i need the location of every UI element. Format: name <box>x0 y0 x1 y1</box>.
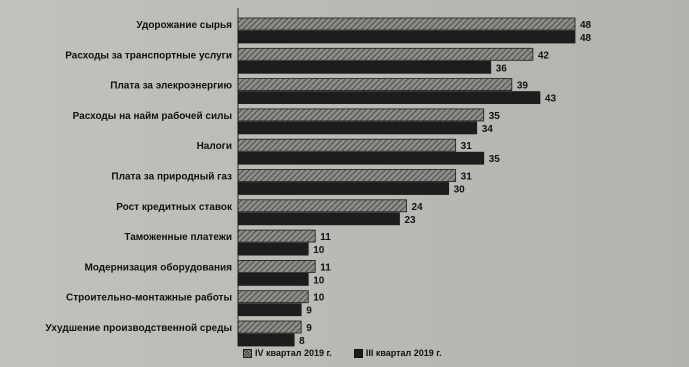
bar-iii-quarter <box>237 182 450 195</box>
legend-label-iii: III квартал 2019 г. <box>365 348 442 358</box>
category-label: Удорожание сырья <box>136 20 232 31</box>
category-label: Рост кредитных ставок <box>116 202 233 213</box>
bar-value-label: 48 <box>580 20 592 31</box>
legend-swatch-iii <box>353 348 363 358</box>
bar-iv-quarter <box>237 229 316 243</box>
chart-legend: IV квартал 2019 г. III квартал 2019 г. <box>243 348 442 358</box>
bar-value-label: 48 <box>580 33 592 44</box>
category-label: Налоги <box>197 141 232 152</box>
bar-value-label: 31 <box>461 141 473 152</box>
bar-value-label: 8 <box>299 336 305 347</box>
legend-label-iv: IV квартал 2019 г. <box>255 348 332 358</box>
bar-value-label: 43 <box>545 94 557 105</box>
bar-value-label: 24 <box>412 202 424 213</box>
bar-value-label: 42 <box>538 50 550 61</box>
bar-iv-quarter <box>237 290 309 304</box>
bar-value-label: 34 <box>482 124 494 135</box>
bar-iii-quarter <box>237 121 478 135</box>
category-label: Модернизация оборудования <box>84 261 232 273</box>
category-label: Ухудшение производственной среды <box>45 323 232 334</box>
category-label: Строительно-монтажные работы <box>66 292 232 304</box>
bar-value-label: 35 <box>489 154 501 165</box>
bar-value-label: 23 <box>404 215 416 226</box>
bar-value-label: 11 <box>320 232 331 243</box>
bar-value-label: 10 <box>313 293 325 304</box>
category-label: Плата за природный газ <box>111 172 232 183</box>
category-label: Плата за элекроэнергию <box>110 81 232 92</box>
bar-iv-quarter <box>237 199 407 213</box>
bar-value-label: 35 <box>489 111 501 122</box>
bar-value-label: 36 <box>496 63 508 74</box>
bar-iii-quarter <box>237 303 302 317</box>
bar-iii-quarter <box>237 30 576 44</box>
bar-iii-quarter <box>237 151 485 165</box>
bar-iii-quarter <box>237 272 309 286</box>
bar-value-label: 9 <box>306 306 312 317</box>
legend-swatch-iv <box>243 348 252 358</box>
bar-value-label: 11 <box>320 262 331 273</box>
category-label: Расходы на найм рабочей силы <box>73 110 232 122</box>
bar-iii-quarter <box>237 242 309 256</box>
bar-iv-quarter <box>237 259 316 273</box>
bar-iii-quarter <box>237 212 400 226</box>
category-label: Таможенные платежи <box>124 232 232 243</box>
bar-value-label: 9 <box>306 323 312 334</box>
bar-iv-quarter <box>237 320 302 334</box>
bar-iv-quarter <box>237 169 457 182</box>
bar-iv-quarter <box>237 47 534 61</box>
bar-iv-quarter <box>237 17 576 31</box>
legend-item-iii: III квартал 2019 г. <box>353 348 442 358</box>
legend-item-iv: IV квартал 2019 г. <box>243 348 332 358</box>
bar-iii-quarter <box>237 60 492 74</box>
bar-value-label: 10 <box>313 275 325 286</box>
bar-iv-quarter <box>237 78 513 91</box>
bar-value-label: 30 <box>454 185 466 196</box>
bar-iii-quarter <box>237 91 541 104</box>
bar-value-label: 39 <box>517 81 529 92</box>
bar-value-label: 10 <box>313 245 325 256</box>
bar-value-label: 31 <box>461 172 473 183</box>
bar-iv-quarter <box>237 108 485 122</box>
category-label: Расходы за транспортные услуги <box>65 50 232 61</box>
bar-iii-quarter <box>237 333 295 347</box>
bar-iv-quarter <box>237 138 457 152</box>
